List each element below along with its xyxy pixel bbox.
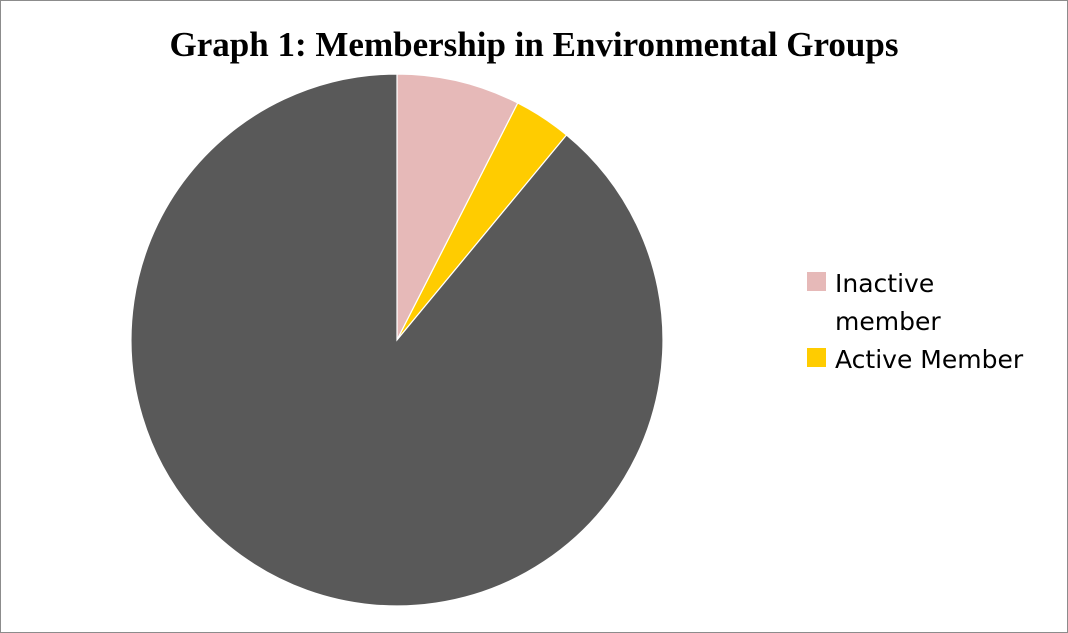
pie-slice-inactive-member [396,73,519,341]
legend-swatch-active-member [807,348,826,367]
legend-label-active-member: Active Member [835,345,1024,374]
legend-swatch-inactive-member [807,272,826,291]
chart-title: Graph 1: Membership in Environmental Gro… [169,25,899,64]
legend-label-inactive-member: Inactive member [835,269,941,336]
chart-legend: Inactive member Active Member [807,265,1057,379]
legend-item-inactive-member: Inactive member [807,265,1057,341]
legend-item-active-member: Active Member [807,341,1057,379]
pie-slices [130,73,664,607]
pie-slice-remainder [130,73,664,607]
